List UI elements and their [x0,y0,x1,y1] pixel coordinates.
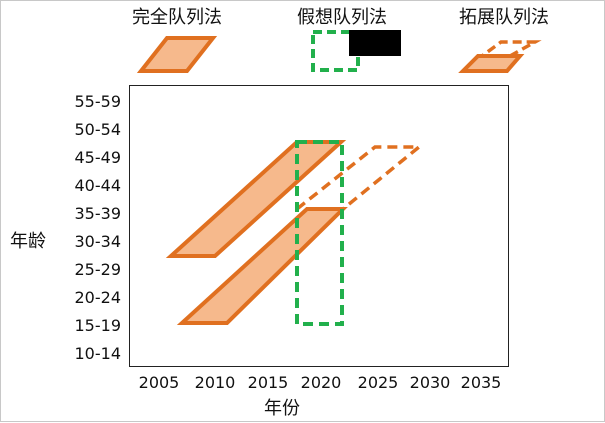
cohort-band-upper [165,140,347,258]
x-tick-label: 2010 [194,373,236,392]
redaction-block [349,30,401,56]
y-axis-label: 年龄 [10,231,46,252]
y-tick-label: 45-49 [74,148,122,167]
y-tick-label: 35-39 [74,204,122,223]
y-tick-label: 40-44 [74,176,122,195]
legend-label-full-cohort: 完全队列法 [132,7,222,28]
y-tick-label: 15-19 [74,316,122,335]
x-tick-label: 2005 [138,373,180,392]
y-tick-label: 55-59 [74,92,122,111]
y-tick-label: 50-54 [74,120,122,139]
plot-area [129,85,509,367]
x-tick-label: 2035 [460,373,502,392]
y-tick-label: 30-34 [74,232,122,251]
y-tick-label: 10-14 [74,344,122,363]
y-tick-label: 20-24 [74,288,122,307]
legend-label-hypothetical-cohort: 假想队列法 [297,7,387,28]
x-tick-label: 2020 [300,373,342,392]
x-tick-label: 2015 [247,373,289,392]
hypothetical-cohort-window [295,140,344,326]
x-axis-label: 年份 [264,398,300,419]
legend-swatch-extended-filled [458,54,525,73]
x-tick-label: 2025 [357,373,399,392]
y-tick-label: 25-29 [74,260,122,279]
legend-label-extended-cohort: 拓展队列法 [459,7,549,28]
x-tick-label: 2030 [409,373,451,392]
legend-swatch-full-cohort [136,36,218,73]
extended-projection-dashed [295,145,424,211]
